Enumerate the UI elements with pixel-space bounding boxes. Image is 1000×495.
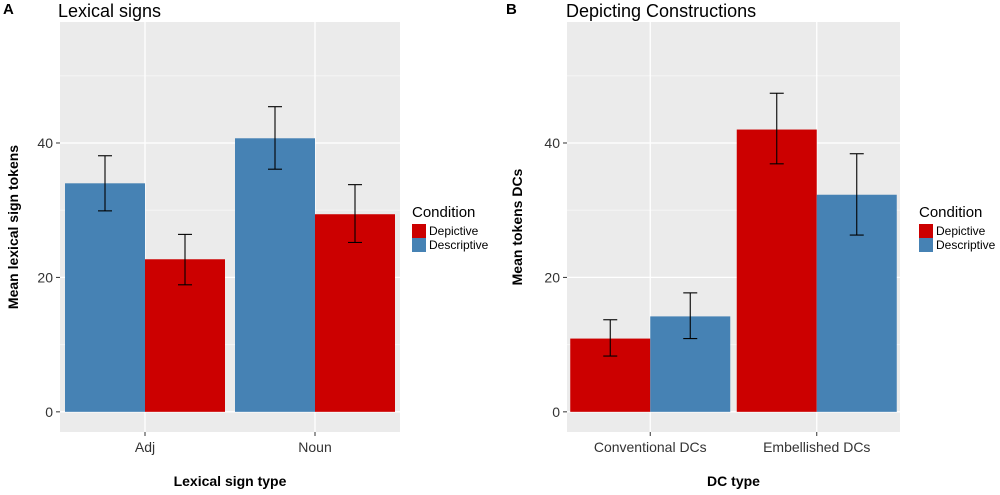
y-tick-label: 0 <box>552 404 560 420</box>
errorbar-depictive-1 <box>603 319 618 357</box>
legend-title: Condition <box>919 204 982 221</box>
y-tick-label: 20 <box>544 269 560 285</box>
x-axis-title: Lexical sign type <box>174 473 287 489</box>
panel-letter: B <box>506 1 517 18</box>
errorbar-descriptive-2 <box>849 153 864 236</box>
errorbar-depictive-2 <box>348 184 362 244</box>
errorbar-descriptive-2 <box>268 106 282 170</box>
y-tick-label: 40 <box>37 135 53 151</box>
y-tick-label: 0 <box>45 404 53 420</box>
bar-descriptive-2[interactable] <box>235 138 315 412</box>
legend-swatch-descriptive <box>412 238 426 252</box>
legend-swatch-descriptive <box>919 238 933 252</box>
errorbar-descriptive-1 <box>683 292 698 340</box>
legend-label-descriptive: Descriptive <box>429 238 489 252</box>
panel-letter: A <box>3 1 14 18</box>
x-tick-label: Embellished DCs <box>763 439 870 455</box>
legend-label-depictive: Depictive <box>429 224 479 238</box>
y-axis-title: Mean lexical sign tokens <box>5 145 21 309</box>
panel-title: Depicting Constructions <box>566 1 756 21</box>
y-tick-label: 40 <box>544 135 560 151</box>
y-axis-title: Mean tokens DCs <box>509 168 525 285</box>
legend-label-depictive: Depictive <box>936 224 986 238</box>
x-tick-label: Conventional DCs <box>594 439 707 455</box>
legend-title: Condition <box>412 204 475 221</box>
x-tick-label: Noun <box>298 439 331 455</box>
bar-descriptive-1[interactable] <box>65 183 145 412</box>
legend-swatch-depictive <box>412 224 426 238</box>
panel-title: Lexical signs <box>58 1 161 21</box>
x-tick-label: Adj <box>135 439 155 455</box>
x-axis-title: DC type <box>707 473 760 489</box>
panel-a: 0 20 40 Adj Noun A Lexical signs Lexical sign t… <box>3 1 489 489</box>
y-tick-label: 20 <box>37 269 53 285</box>
errorbar-descriptive-1 <box>98 155 112 212</box>
bar-depictive-2[interactable] <box>736 129 817 412</box>
errorbar-depictive-1 <box>178 233 192 286</box>
panel-b: 0 20 40 Conventional DCs Embellished DCs B Dep… <box>506 1 996 489</box>
bar-depictive-2[interactable] <box>315 214 395 412</box>
legend-label-descriptive: Descriptive <box>936 238 996 252</box>
errorbar-depictive-2 <box>769 92 784 165</box>
legend-swatch-depictive <box>919 224 933 238</box>
